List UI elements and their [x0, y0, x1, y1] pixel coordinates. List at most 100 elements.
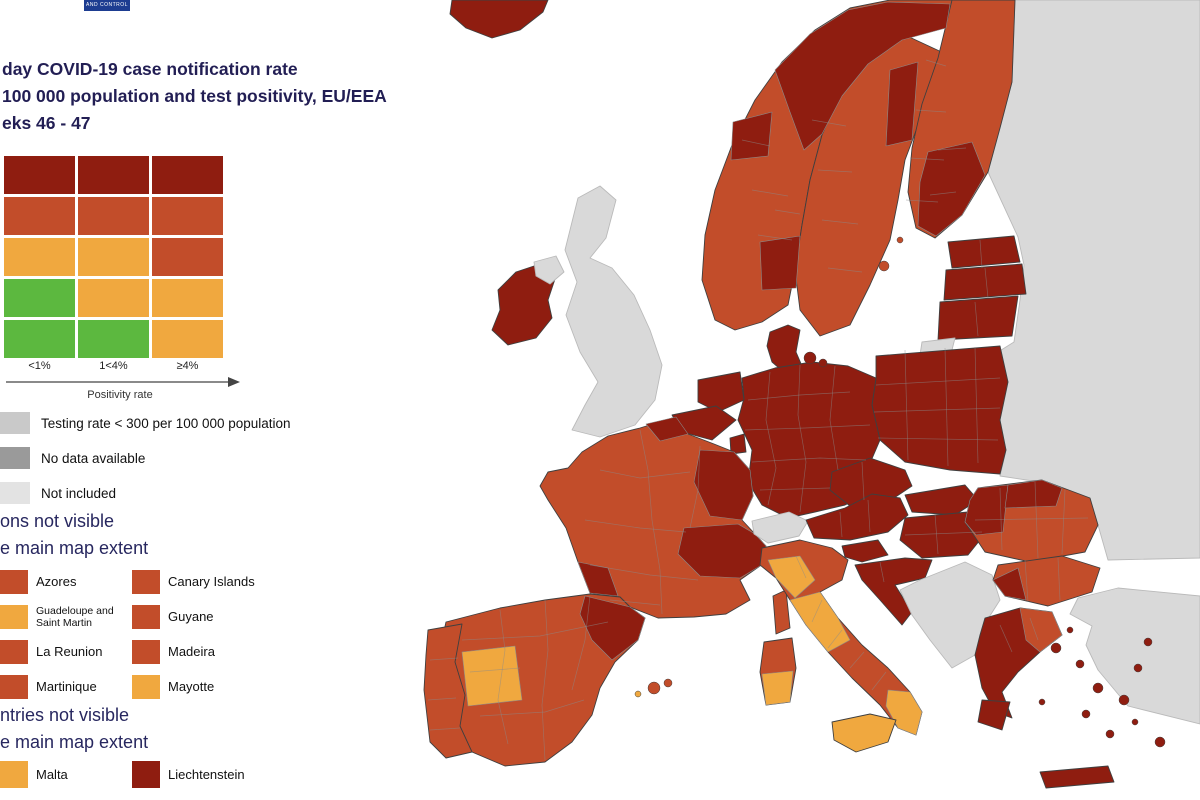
region-legend-swatch-6 [0, 674, 28, 699]
map-island-aegean-5 [1105, 729, 1115, 739]
regions-heading-line-2: e main map extent [0, 538, 149, 558]
region-legend-label-1: Canary Islands [168, 574, 255, 589]
map-inner-border-47 [1024, 559, 1029, 603]
map-region-finland-southeast [917, 141, 986, 237]
map-region-romania-north [1004, 479, 1063, 509]
map-region-austria [805, 493, 909, 541]
map-inner-border-6 [759, 487, 831, 491]
map-island-aegean-3 [1092, 682, 1104, 694]
regions-legend-list: Azores Canary Islands Guadeloupe and Saint… [0, 564, 304, 704]
status-legend-swatch-0 [0, 412, 30, 434]
region-legend-swatch-4 [0, 639, 28, 664]
map-inner-border-31 [751, 189, 789, 197]
map-inner-border-63 [774, 209, 801, 215]
map-inner-border-0 [765, 371, 777, 506]
map-inner-border-41 [937, 147, 967, 151]
map-region-italy-centre [789, 591, 851, 653]
map-inner-border-61 [984, 267, 989, 299]
map-region-crete [1039, 765, 1115, 789]
map-region-switzerland [751, 511, 809, 544]
region-legend-swatch-1 [132, 569, 160, 594]
matrix-cell-r4c0 [4, 320, 75, 358]
map-region-sardinia-south [761, 670, 794, 706]
map-island-aegean-6 [1118, 694, 1130, 706]
map-region-portugal [423, 623, 473, 759]
map-inner-border-22 [875, 377, 1001, 386]
map-island-aegean-8 [1143, 637, 1153, 647]
matrix-cell-r1c0 [4, 197, 75, 235]
map-region-ireland [491, 263, 557, 346]
map-inner-border-28 [849, 651, 865, 669]
matrix-x-label-0: <1% [28, 360, 51, 372]
map-inner-border-5 [751, 457, 867, 463]
map-inner-border-44 [1034, 481, 1039, 559]
map-inner-border-55 [861, 461, 865, 501]
map-inner-border-33 [811, 119, 847, 127]
map-inner-border-13 [497, 609, 509, 745]
positivity-axis-label: Positivity rate [87, 389, 153, 401]
matrix-x-label-1: 1<4% [99, 360, 128, 372]
map-inner-border-36 [827, 267, 863, 273]
map-island-aland [896, 236, 904, 244]
map-region-turkey [1069, 587, 1200, 725]
map-region-slovenia [841, 539, 889, 563]
map-inner-border-62 [974, 301, 979, 337]
map-inner-border-52 [904, 531, 983, 536]
map-title-line-3: eks 46 - 47 [2, 113, 91, 133]
legend-matrix [4, 156, 223, 358]
map-island-aegean-1 [1050, 642, 1062, 654]
map-inner-border-38 [915, 109, 947, 113]
map-inner-border-60 [979, 239, 983, 269]
map-inner-border-16 [461, 621, 609, 641]
map-region-luxembourg [729, 433, 747, 455]
map-title-line-2: 100 000 population and test positivity, … [2, 86, 387, 106]
map-inner-border-17 [469, 667, 521, 673]
map-island-aegean-11 [1131, 718, 1139, 726]
map-region-norway-mid [730, 111, 773, 161]
matrix-cell-r0c0 [4, 156, 75, 194]
country-legend-label-0: Malta [36, 766, 68, 782]
map-inner-border-35 [821, 219, 859, 225]
map-island-mallorca [647, 681, 661, 695]
map-inner-border-9 [599, 469, 691, 479]
map-region-france-east [693, 449, 754, 521]
map-island-aegean-7 [1133, 663, 1143, 673]
map-inner-border-53 [839, 511, 843, 538]
map-inner-border-23 [873, 407, 1001, 413]
map-region-united-kingdom [564, 185, 663, 438]
matrix-cell-r0c2 [152, 156, 223, 194]
map-inner-border-30 [741, 139, 771, 147]
matrix-cell-r3c2 [152, 279, 223, 317]
map-region-sicily [831, 713, 897, 753]
map-inner-border-49 [999, 624, 1013, 653]
region-legend-swatch-2 [0, 604, 28, 629]
map-region-lithuania [937, 295, 1019, 341]
status-legend-item-1: No data available [0, 447, 291, 469]
countries-legend-list: Malta Liechtenstein [0, 758, 304, 790]
region-legend-swatch-3 [132, 604, 160, 629]
map-region-norway-oslo [759, 235, 801, 291]
map-island-rhodes [1154, 736, 1166, 748]
region-legend-label-6: Martinique [36, 679, 97, 694]
region-legend-label-5: Madeira [168, 644, 215, 659]
map-title: day COVID-19 case notification rate 100 … [2, 56, 387, 137]
matrix-cell-r4c2 [152, 320, 223, 358]
map-region-france-southeast [677, 523, 767, 579]
region-legend-item-guyane: Guyane [132, 599, 304, 634]
region-legend-swatch-7 [132, 674, 160, 699]
region-legend-label-7: Mayotte [168, 679, 215, 694]
matrix-cell-r4c1 [78, 320, 149, 358]
map-inner-border-4 [744, 424, 871, 431]
map-inner-border-1 [797, 364, 807, 513]
status-legend-label-0: Testing rate < 300 per 100 000 populatio… [41, 415, 291, 431]
region-legend-item-martinique: Martinique [0, 669, 132, 704]
map-inner-border-8 [689, 445, 701, 529]
map-island-aegean-4 [1081, 709, 1091, 719]
map-region-extremadura [461, 645, 523, 707]
map-inner-border-12 [609, 599, 661, 606]
countries-section-heading: ntries not visible e main map extent [0, 702, 148, 756]
map-region-latvia [943, 263, 1027, 301]
matrix-cell-r3c0 [4, 279, 75, 317]
country-legend-item-liechtenstein: Liechtenstein [132, 758, 304, 790]
map-inner-border-7 [639, 429, 663, 615]
